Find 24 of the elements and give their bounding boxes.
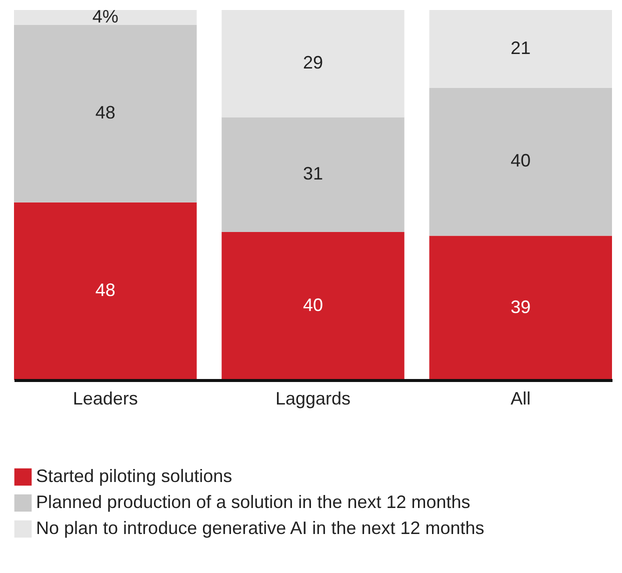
data-label: 29 (302, 52, 324, 73)
data-label: 48 (95, 280, 116, 300)
x-tick-label: Laggards (275, 388, 351, 408)
legend-label: No plan to introduce generative AI in the next 12 months (36, 518, 484, 538)
x-tick-label: All (510, 388, 531, 408)
data-label: 31 (302, 164, 324, 184)
data-label: 40 (302, 295, 324, 315)
x-tick-label: Leaders (72, 388, 138, 408)
bar (429, 236, 612, 380)
bar (14, 10, 197, 25)
data-label: 21 (510, 38, 531, 58)
legend-label: Started piloting solutions (36, 466, 232, 486)
legend-label: Planned production of a solution in the next 12 months (36, 492, 470, 512)
bar (429, 10, 612, 88)
data-label: 40 (510, 150, 531, 171)
bar (222, 232, 404, 380)
bar (222, 117, 404, 232)
data-label: 48 (95, 102, 116, 123)
bar (14, 24, 197, 202)
data-label: 39 (510, 296, 531, 317)
bar (429, 88, 612, 236)
bar (222, 10, 404, 118)
data-label: 4% (92, 6, 118, 26)
bar (14, 202, 197, 380)
